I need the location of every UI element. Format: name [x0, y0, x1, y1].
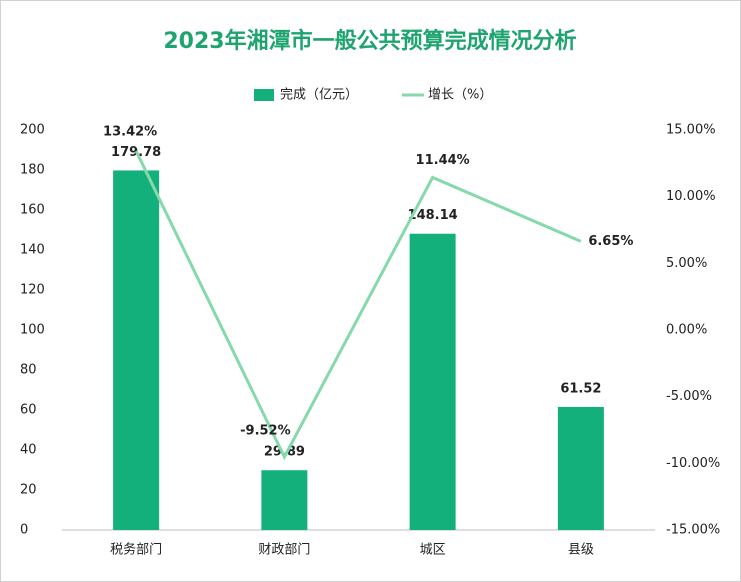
y2-tick-label: 5.00%	[666, 256, 707, 271]
y-tick-label: 160	[20, 203, 45, 218]
chart-title: 2023年湘潭市一般公共预算完成情况分析	[163, 28, 576, 54]
bar	[409, 233, 456, 530]
y-tick-label: 180	[20, 163, 45, 178]
x-tick-label: 城区	[420, 543, 446, 558]
x-tick-label: 税务部门	[110, 542, 162, 558]
line	[134, 150, 582, 461]
legend-label: 增长（%）	[428, 88, 492, 103]
bar-value-label: 61.52	[560, 381, 601, 396]
legend-label: 完成（亿元）	[280, 88, 358, 103]
y-tick-label: 0	[20, 523, 28, 538]
bar-value-label: 29.89	[264, 445, 305, 460]
y2-tick-label: 15.00%	[666, 123, 716, 138]
x-tick-label: 财政部门	[258, 543, 310, 558]
y-tick-label: 20	[20, 483, 37, 498]
x-tick-label: 县级	[568, 543, 594, 558]
bar	[557, 406, 604, 530]
y-tick-label: 60	[20, 403, 37, 418]
y-tick-label: 120	[20, 283, 45, 298]
y-tick-label: 100	[20, 323, 45, 338]
line-value-label: 13.42%	[103, 125, 157, 140]
y2-tick-label: 10.00%	[666, 189, 716, 204]
legend-swatch	[254, 89, 274, 101]
line-value-label: 11.44%	[416, 153, 470, 168]
y-tick-label: 200	[20, 123, 45, 138]
y-tick-label: 40	[20, 443, 37, 458]
line-value-label: 6.65%	[588, 234, 633, 249]
y2-tick-label: -5.00%	[666, 389, 712, 404]
y-tick-label: 140	[20, 243, 45, 258]
y2-tick-label: -15.00%	[666, 523, 720, 538]
y2-tick-label: 0.00%	[666, 323, 707, 338]
bar	[113, 170, 160, 530]
bar	[261, 470, 308, 530]
line-value-label: -9.52%	[240, 423, 291, 438]
bar-value-label: 148.14	[408, 208, 458, 223]
y2-tick-label: -10.00%	[666, 456, 720, 471]
y-tick-label: 80	[20, 363, 37, 378]
